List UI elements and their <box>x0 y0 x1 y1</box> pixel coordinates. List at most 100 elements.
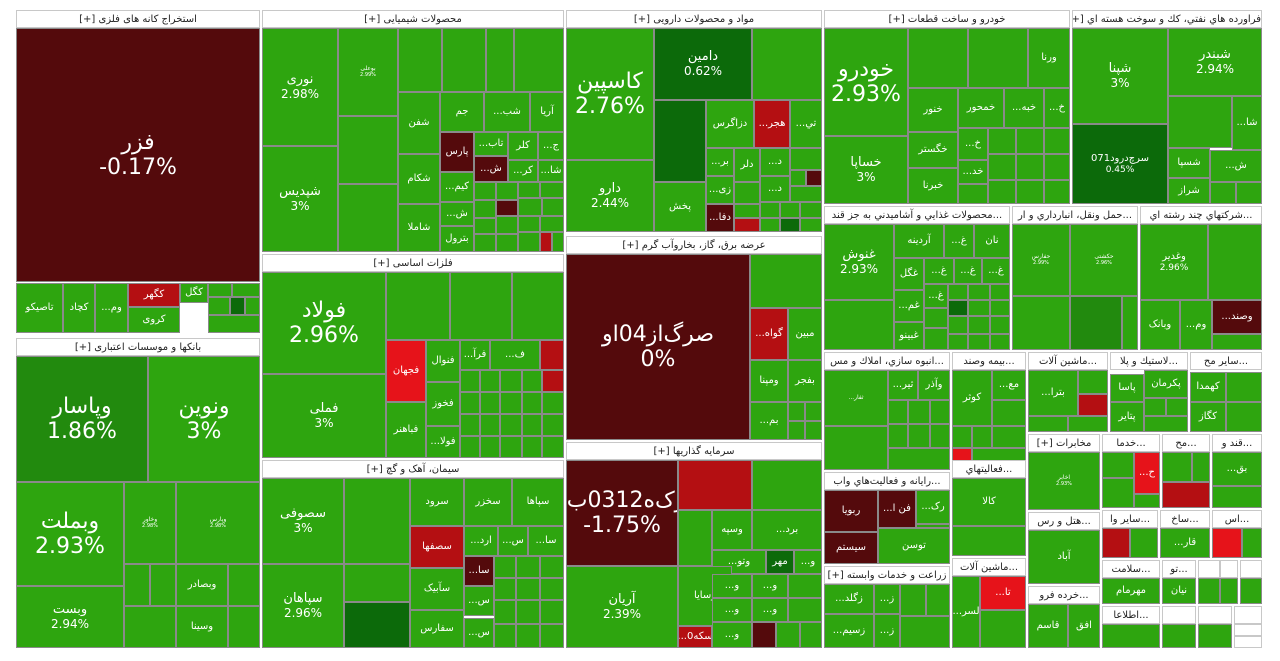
filler-tile[interactable] <box>518 182 540 198</box>
filler-tile[interactable] <box>678 460 752 510</box>
sector-header[interactable]: ...رايانه و فعاليت‌هاي واب <box>824 472 950 490</box>
stock-tile[interactable]: ...و <box>752 598 788 622</box>
filler-tile[interactable] <box>208 315 260 333</box>
filler-tile[interactable] <box>474 182 496 200</box>
filler-tile[interactable] <box>654 100 706 182</box>
filler-tile[interactable] <box>208 297 230 315</box>
filler-tile[interactable] <box>540 578 564 600</box>
stock-tile[interactable]: شفن <box>398 92 440 154</box>
filler-tile[interactable] <box>542 414 564 436</box>
stock-tile[interactable]: ورنا <box>1028 28 1070 88</box>
stock-tile[interactable]: پکرمان <box>1144 370 1188 398</box>
filler-tile[interactable] <box>1068 416 1108 432</box>
stock-tile[interactable]: ...غ <box>954 258 982 284</box>
filler-tile[interactable] <box>542 198 564 216</box>
filler-tile[interactable] <box>500 414 522 436</box>
stock-tile[interactable]: شپنا 3% <box>1072 28 1168 124</box>
sector-header[interactable]: استخراج کانه های فلزی [+] <box>16 10 260 28</box>
filler-tile[interactable] <box>540 624 564 648</box>
stock-tile[interactable]: فولاد 2.96% <box>262 272 386 374</box>
filler-tile[interactable] <box>1162 624 1196 648</box>
filler-tile[interactable] <box>990 316 1010 334</box>
stock-tile[interactable]: ...گواه <box>750 308 788 360</box>
stock-tile[interactable]: ...ز <box>874 584 900 614</box>
stock-tile[interactable]: ...بم <box>750 402 788 440</box>
stock-tile[interactable]: وبانک <box>1140 300 1180 350</box>
stock-tile[interactable]: شاملا <box>398 204 440 252</box>
stock-tile[interactable]: مهر <box>766 550 794 574</box>
filler-tile[interactable] <box>990 284 1010 300</box>
filler-tile[interactable] <box>988 128 1016 154</box>
stock-tile[interactable]: ...دفا <box>706 204 734 232</box>
filler-tile[interactable] <box>968 28 1028 88</box>
stock-tile[interactable]: ...بترا <box>1028 370 1078 416</box>
filler-tile[interactable] <box>824 300 894 350</box>
filler-tile[interactable] <box>888 448 950 470</box>
filler-tile[interactable] <box>790 148 822 170</box>
filler-tile[interactable] <box>1070 296 1122 350</box>
filler-tile[interactable] <box>968 284 990 300</box>
filler-tile[interactable] <box>245 297 260 315</box>
stock-tile[interactable]: دامین 0.62% <box>654 28 752 100</box>
filler-tile[interactable] <box>760 202 780 218</box>
stock-tile[interactable]: ...ز <box>874 614 900 648</box>
stock-tile[interactable]: شکام <box>398 154 440 204</box>
stock-tile[interactable]: توسن <box>878 528 950 564</box>
filler-tile[interactable] <box>948 300 968 316</box>
sector-header[interactable]: ...محصولات غذايي و آشاميدني به جز قند <box>824 206 1010 224</box>
stock-tile[interactable]: وبصادر <box>176 564 228 606</box>
filler-tile[interactable] <box>958 184 988 204</box>
filler-tile[interactable] <box>948 334 968 350</box>
sector-header[interactable]: ...انبوه سازي، املاك و مس <box>824 352 950 370</box>
filler-tile[interactable] <box>1226 372 1262 402</box>
sector-header[interactable]: ...ساخ <box>1160 510 1210 528</box>
stock-tile[interactable]: غگل <box>894 258 924 290</box>
sector-header[interactable] <box>1198 560 1220 578</box>
filler-tile[interactable] <box>1102 478 1134 508</box>
sector-header[interactable]: ...ساير مح <box>1190 352 1262 370</box>
stock-tile[interactable]: ...د <box>760 148 790 176</box>
filler-tile[interactable] <box>888 424 908 448</box>
filler-tile[interactable] <box>1208 224 1262 300</box>
stock-tile[interactable]: ...سکه0 <box>678 626 712 648</box>
filler-tile[interactable] <box>208 283 232 297</box>
filler-tile[interactable] <box>540 600 564 624</box>
filler-tile[interactable] <box>1078 394 1108 416</box>
stock-tile[interactable]: ...س <box>498 526 528 556</box>
sector-header[interactable]: ...قند و <box>1212 434 1262 452</box>
filler-tile[interactable] <box>780 202 800 218</box>
stock-tile[interactable]: ...هجر <box>754 100 790 148</box>
filler-tile[interactable] <box>344 602 410 648</box>
stock-tile[interactable]: ...غ <box>924 284 948 308</box>
filler-tile[interactable] <box>344 564 410 602</box>
stock-tile[interactable]: ...مع <box>992 370 1026 400</box>
stock-tile[interactable]: ...ثفار <box>824 370 888 426</box>
stock-tile[interactable]: کهمدا <box>1190 372 1226 402</box>
stock-tile[interactable]: وسینا <box>176 606 228 648</box>
filler-tile[interactable] <box>734 182 760 204</box>
filler-tile[interactable] <box>1016 180 1044 204</box>
filler-tile[interactable] <box>1044 180 1070 204</box>
filler-tile[interactable] <box>124 606 176 648</box>
filler-tile[interactable] <box>516 578 540 600</box>
stock-tile[interactable]: دارو 2.44% <box>566 160 654 232</box>
filler-tile[interactable] <box>228 606 260 648</box>
filler-tile[interactable] <box>776 622 800 648</box>
filler-tile[interactable] <box>678 510 712 566</box>
filler-tile[interactable] <box>750 254 822 308</box>
stock-tile[interactable]: ...تي <box>790 100 822 148</box>
stock-tile[interactable]: ربویا <box>824 490 878 532</box>
sector-header[interactable]: عرضه برق، گاز، بخاروآب گرم [+] <box>566 236 822 254</box>
filler-tile[interactable] <box>150 564 176 606</box>
stock-tile[interactable]: ...شا <box>1232 96 1262 150</box>
stock-tile[interactable]: ...سا <box>528 526 564 556</box>
stock-tile[interactable]: اخابر 2.93% <box>1028 452 1100 510</box>
filler-tile[interactable] <box>990 300 1010 316</box>
sector-header[interactable]: ...ماشين آلات <box>952 558 1026 576</box>
filler-tile[interactable] <box>1016 128 1044 154</box>
filler-tile[interactable] <box>460 436 480 458</box>
stock-tile[interactable]: غبینو <box>894 322 924 350</box>
stock-tile[interactable]: ...رک <box>916 490 950 524</box>
filler-tile[interactable] <box>344 478 410 564</box>
stock-tile[interactable]: نان <box>974 224 1010 258</box>
